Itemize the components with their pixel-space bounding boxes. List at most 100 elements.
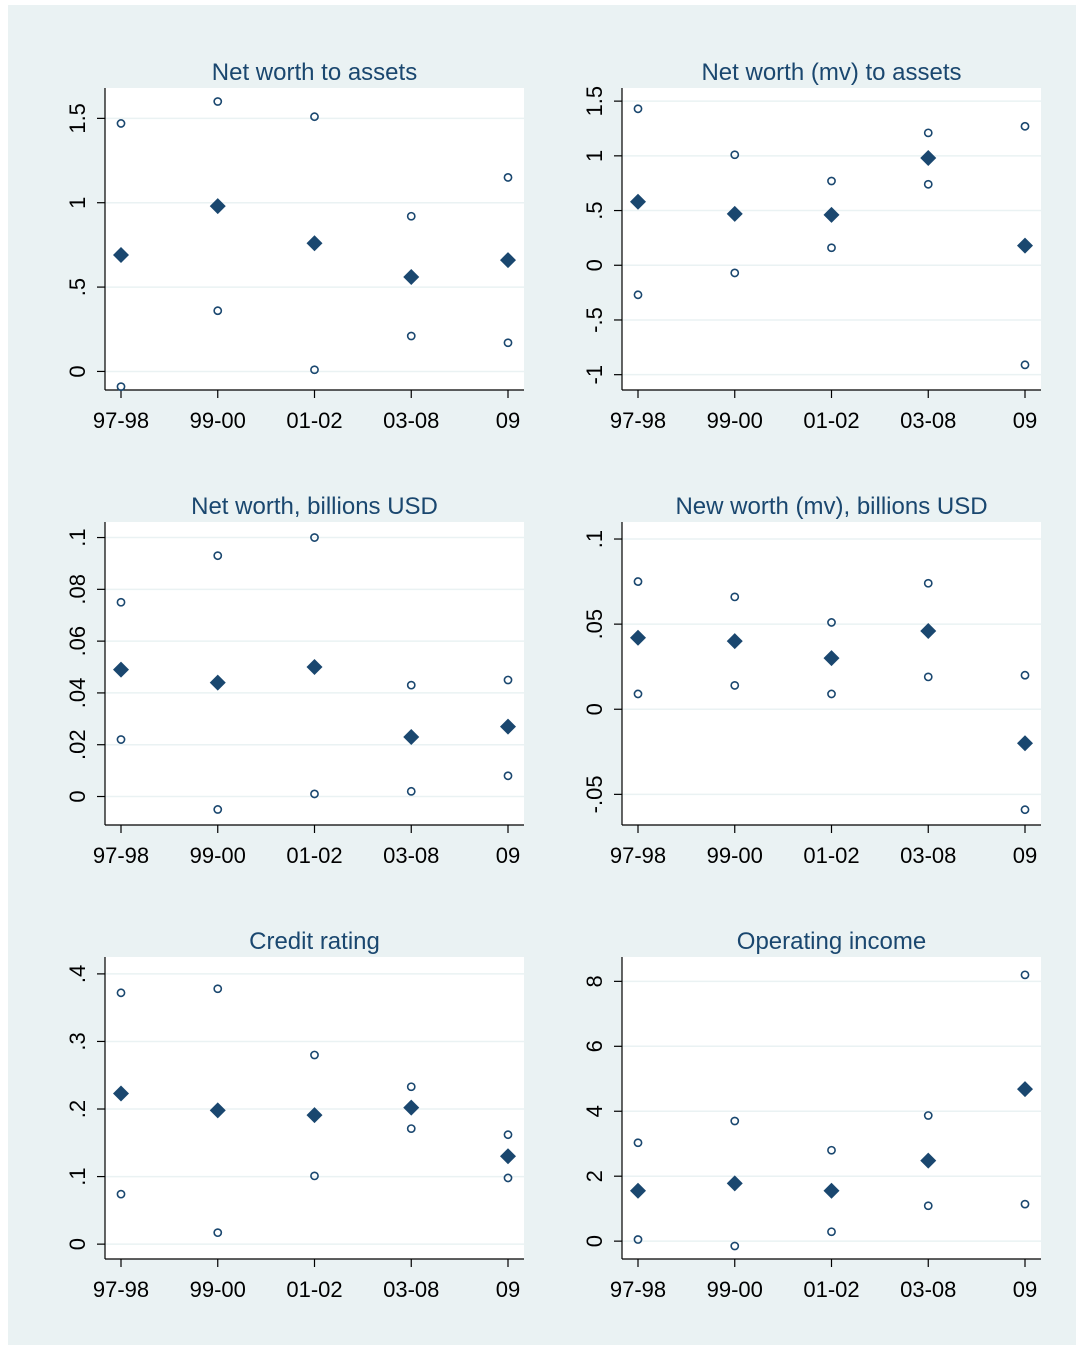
x-tick-label: 97-98 [610,1277,666,1302]
x-tick-label: 09 [496,843,520,868]
upper-bound-marker [1020,670,1030,680]
upper-bound-marker [1020,970,1030,980]
point-estimate-marker [630,193,646,210]
lower-bound-marker [923,179,933,189]
y-tick-label: .4 [65,965,90,983]
point-estimate-marker [726,633,743,650]
lower-bound-marker [310,1171,319,1181]
point-estimate-marker [726,1175,743,1192]
point-estimate-marker [306,659,323,676]
point-estimate-marker [920,622,937,639]
x-tick-label: 09 [496,1277,520,1302]
upper-bound-marker [730,1116,740,1126]
lower-bound-marker [503,1173,513,1183]
lower-bound-marker [730,681,740,690]
y-tick-label: .08 [65,574,90,605]
panel-1: Net worth to assets 0 .5 1 1.5 97-98 99-00 01-0… [65,59,524,433]
plot-area [622,522,1041,825]
point-estimate-marker [113,1085,129,1102]
upper-bound-marker [633,577,643,586]
point-estimate-marker [920,150,937,167]
x-tick-label: 09 [1013,1277,1037,1302]
lower-bound-marker [923,1201,933,1211]
x-tick-label: 01-02 [286,843,342,868]
x-tick-label: 99-00 [707,1277,763,1302]
x-tick-label: 99-00 [190,843,246,868]
lower-bound-marker [503,771,513,781]
x-tick-label: 99-00 [190,408,246,433]
y-tick-label: .1 [65,528,90,546]
lower-bound-marker [116,382,126,392]
upper-bound-marker [213,551,223,561]
x-tick-label: 01-02 [803,408,859,433]
point-estimate-marker [306,235,323,252]
upper-bound-marker [116,988,126,998]
point-estimate-marker [500,252,516,269]
upper-bound-marker [503,675,513,685]
lower-bound-marker [406,1124,416,1134]
y-tick-label: .02 [65,729,90,760]
upper-bound-marker [213,984,223,994]
chart-title: Net worth, billions USD [191,493,438,520]
point-estimate-marker [500,1148,516,1165]
point-estimate-marker [403,728,420,745]
point-estimate-marker [113,661,129,678]
upper-bound-marker [406,1082,416,1092]
lower-bound-marker [827,689,836,699]
y-tick-label: 0 [65,1238,90,1250]
upper-bound-marker [923,128,933,138]
upper-bound-marker [1020,121,1030,131]
lower-bound-marker [213,306,223,316]
upper-bound-marker [633,104,643,114]
y-tick-label: -1 [582,365,607,385]
upper-bound-marker [503,1130,513,1140]
y-tick-label: 0 [65,790,90,802]
point-estimate-marker [823,650,840,667]
x-tick-label: 01-02 [803,843,859,868]
panel-2: Net worth (mv) to assets -1 -.5 0 .5 1 1.5 97-9… [582,59,1041,433]
point-estimate-marker [209,674,226,691]
point-estimate-marker [630,1182,646,1199]
point-estimate-marker [306,1107,323,1124]
x-tick-label: 97-98 [610,408,666,433]
upper-bound-marker [923,1111,933,1120]
y-tick-label: .04 [65,678,90,709]
y-tick-label: 4 [582,1105,607,1117]
upper-bound-marker [827,1145,836,1155]
y-tick-label: 0 [582,259,607,271]
upper-bound-marker [310,533,319,542]
y-tick-label: .5 [65,278,90,296]
point-estimate-marker [403,268,420,285]
x-tick-label: 09 [1013,843,1037,868]
x-tick-label: 03-08 [900,1277,956,1302]
x-tick-label: 97-98 [93,1277,149,1302]
y-tick-label: .1 [65,1167,90,1185]
x-tick-label: 99-00 [190,1277,246,1302]
point-estimate-marker [823,1182,840,1199]
point-estimate-marker [1017,1081,1033,1098]
x-tick-label: 01-02 [286,1277,342,1302]
upper-bound-marker [406,211,416,221]
y-tick-label: 0 [65,365,90,377]
point-estimate-marker [209,198,226,215]
x-tick-label: 01-02 [286,408,342,433]
x-tick-label: 03-08 [383,408,439,433]
point-estimate-marker [726,205,743,222]
lower-bound-marker [827,243,836,253]
point-estimate-marker [209,1102,226,1119]
lower-bound-marker [116,735,126,744]
point-estimate-marker [1017,735,1033,752]
y-tick-label: 8 [582,975,607,987]
x-tick-label: 99-00 [707,843,763,868]
x-tick-label: 97-98 [610,843,666,868]
x-tick-label: 97-98 [93,408,149,433]
lower-bound-marker [310,365,319,375]
chart-title: Operating income [737,928,926,955]
upper-bound-marker [116,597,126,607]
lower-bound-marker [1020,1199,1030,1209]
y-tick-label: 1 [582,150,607,162]
x-tick-label: 01-02 [803,1277,859,1302]
y-tick-label: -.05 [582,775,607,813]
point-estimate-marker [823,206,840,223]
x-tick-label: 03-08 [383,843,439,868]
